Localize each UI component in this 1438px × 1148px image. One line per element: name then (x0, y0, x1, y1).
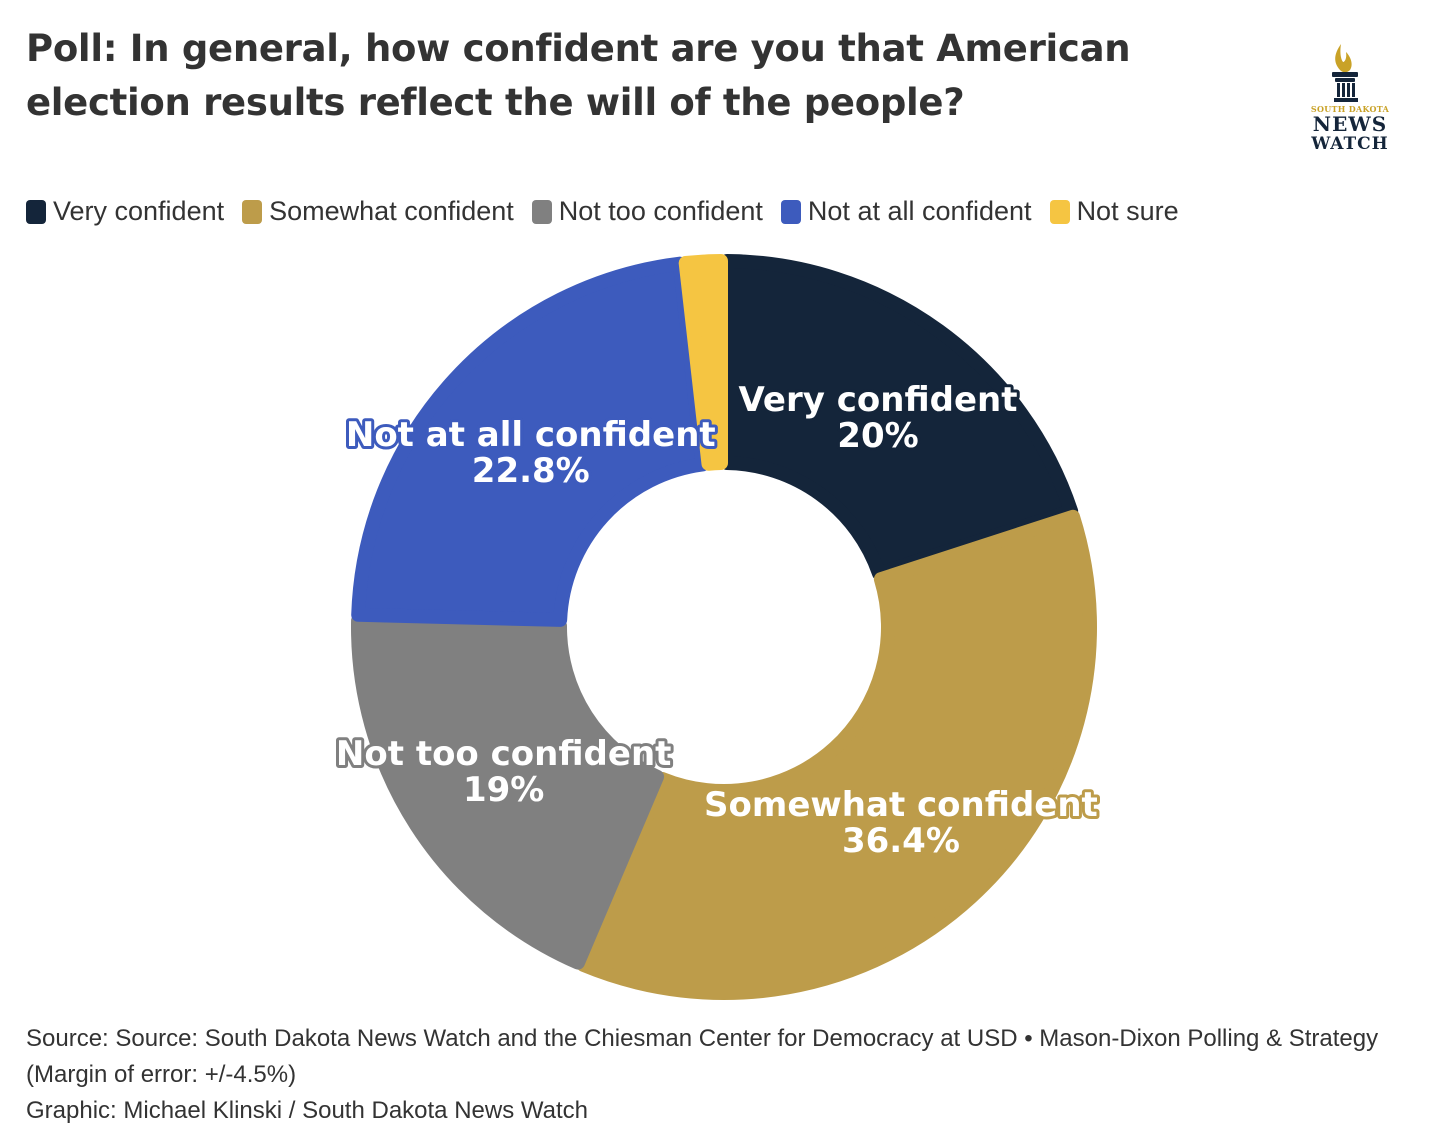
donut-slice (576, 509, 1097, 1000)
legend-label: Very confident (53, 196, 225, 226)
news-watch-logo: SOUTH DAKOTA NEWS WATCH (1300, 40, 1400, 156)
legend-item: Somewhat confident (242, 196, 514, 227)
slice-value-label: 22.8% (472, 451, 590, 491)
source-text: Source: Source: South Dakota News Watch … (26, 1025, 1379, 1088)
chart-legend: Very confident Somewhat confident Not too … (26, 196, 1197, 227)
slice-category-label: Not at all confident (346, 415, 716, 455)
legend-swatch (26, 199, 46, 224)
credit-text: Graphic: Michael Klinski / South Dakota … (26, 1097, 588, 1124)
slice-category-label: Somewhat confident (704, 785, 1098, 825)
legend-swatch (1049, 199, 1070, 224)
logo-subtitle: SOUTH DAKOTA (1310, 104, 1390, 114)
legend-item: Not at all confident (780, 196, 1032, 227)
slice-value-label: 20% (837, 416, 918, 456)
donut-slice (678, 254, 728, 471)
legend-label: Not at all confident (807, 196, 1032, 226)
slice-value-label: 36.4% (842, 821, 960, 861)
legend-swatch (531, 199, 552, 224)
logo-line-1: NEWS (1312, 112, 1388, 136)
legend-item: Not too confident (531, 196, 763, 227)
slice-category-label: Not too confident (336, 734, 671, 774)
legend-item: Very confident (26, 196, 224, 227)
legend-label: Not sure (1076, 196, 1179, 226)
logo-line-2: WATCH (1311, 134, 1389, 154)
legend-item: Not sure (1049, 196, 1179, 227)
legend-swatch (242, 199, 263, 224)
slice-value-label: 19% (463, 770, 544, 810)
donut-slice (351, 256, 710, 627)
chart-title: Poll: In general, how confident are you … (26, 27, 1131, 124)
slice-category-label: Very confident (738, 380, 1017, 420)
donut-slice (351, 613, 665, 970)
donut-slice (720, 254, 1079, 581)
chart-footer: Source: Source: South Dakota News Watch … (26, 1021, 1416, 1129)
legend-label: Somewhat confident (269, 196, 514, 226)
legend-label: Not too confident (558, 196, 763, 226)
legend-swatch (780, 199, 801, 224)
torch-icon (1332, 44, 1358, 102)
